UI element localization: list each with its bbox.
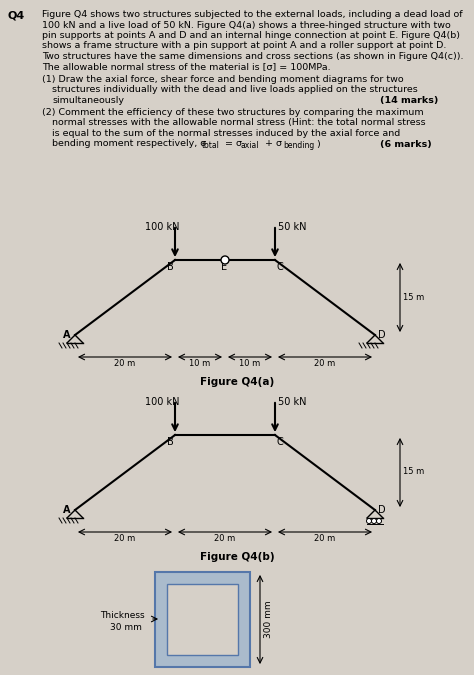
Text: A: A [63, 330, 71, 340]
Text: simultaneously: simultaneously [52, 96, 124, 105]
Text: Figure Q4(b): Figure Q4(b) [200, 552, 274, 562]
Text: 20 m: 20 m [314, 359, 336, 368]
Text: 10 m: 10 m [190, 359, 210, 368]
Text: Thickness: Thickness [100, 611, 145, 620]
Text: (2) Comment the efficiency of these two structures by comparing the maximum: (2) Comment the efficiency of these two … [42, 108, 424, 117]
Text: 50 kN: 50 kN [278, 222, 307, 232]
Text: 100 kN and a live load of 50 kN. Figure Q4(a) shows a three-hinged structure wit: 100 kN and a live load of 50 kN. Figure … [42, 20, 451, 30]
Text: 50 kN: 50 kN [278, 397, 307, 407]
Text: B: B [167, 262, 174, 272]
Text: C: C [277, 262, 284, 272]
Text: E: E [221, 262, 227, 272]
Text: 100 kN: 100 kN [145, 397, 180, 407]
Text: axial: axial [241, 141, 259, 150]
Text: A: A [63, 505, 71, 515]
Text: 10 m: 10 m [239, 359, 261, 368]
Text: Figure Q4 shows two structures subjected to the external loads, including a dead: Figure Q4 shows two structures subjected… [42, 10, 463, 19]
Text: ): ) [316, 140, 320, 148]
Text: total: total [202, 141, 220, 150]
Text: 15 m: 15 m [403, 468, 424, 477]
Text: D: D [378, 505, 386, 515]
Bar [155, 572, 250, 667]
Text: D: D [378, 330, 386, 340]
Text: The allowable normal stress of the material is [σ] = 100MPa.: The allowable normal stress of the mater… [42, 63, 331, 72]
Circle shape [366, 518, 372, 524]
Text: (6 marks): (6 marks) [380, 140, 432, 148]
Text: (14 marks): (14 marks) [380, 96, 438, 105]
Text: 30 mm: 30 mm [110, 623, 142, 632]
Text: is equal to the sum of the normal stresses induced by the axial force and: is equal to the sum of the normal stress… [52, 129, 400, 138]
Text: 100 kN: 100 kN [145, 222, 180, 232]
Text: 20 m: 20 m [114, 534, 136, 543]
Text: 300 mm: 300 mm [264, 600, 273, 638]
Text: (1) Draw the axial force, shear force and bending moment diagrams for two: (1) Draw the axial force, shear force an… [42, 75, 404, 84]
Circle shape [372, 518, 376, 524]
Text: shows a frame structure with a pin support at point A and a roller support at po: shows a frame structure with a pin suppo… [42, 41, 447, 51]
Text: C: C [277, 437, 284, 447]
Text: bending: bending [283, 141, 314, 150]
Text: bending moment respectively, σ: bending moment respectively, σ [52, 140, 206, 148]
Text: Figure Q4(a): Figure Q4(a) [200, 377, 274, 387]
Circle shape [221, 256, 229, 264]
Text: Two structures have the same dimensions and cross sections (as shown in Figure Q: Two structures have the same dimensions … [42, 52, 464, 61]
Text: structures individually with the dead and live loads applied on the structures: structures individually with the dead an… [52, 86, 418, 94]
Text: 20 m: 20 m [214, 534, 236, 543]
Text: 15 m: 15 m [403, 292, 424, 302]
Text: normal stresses with the allowable normal stress (Hint: the total normal stress: normal stresses with the allowable norma… [52, 119, 426, 128]
Text: = σ: = σ [222, 140, 242, 148]
Bar [167, 584, 238, 655]
Text: 20 m: 20 m [114, 359, 136, 368]
Text: 20 m: 20 m [314, 534, 336, 543]
Text: pin supports at points A and D and an internal hinge connection at point E. Figu: pin supports at points A and D and an in… [42, 31, 460, 40]
Text: Q4: Q4 [8, 10, 25, 20]
Circle shape [376, 518, 382, 524]
Text: B: B [167, 437, 174, 447]
Text: + σ: + σ [262, 140, 282, 148]
